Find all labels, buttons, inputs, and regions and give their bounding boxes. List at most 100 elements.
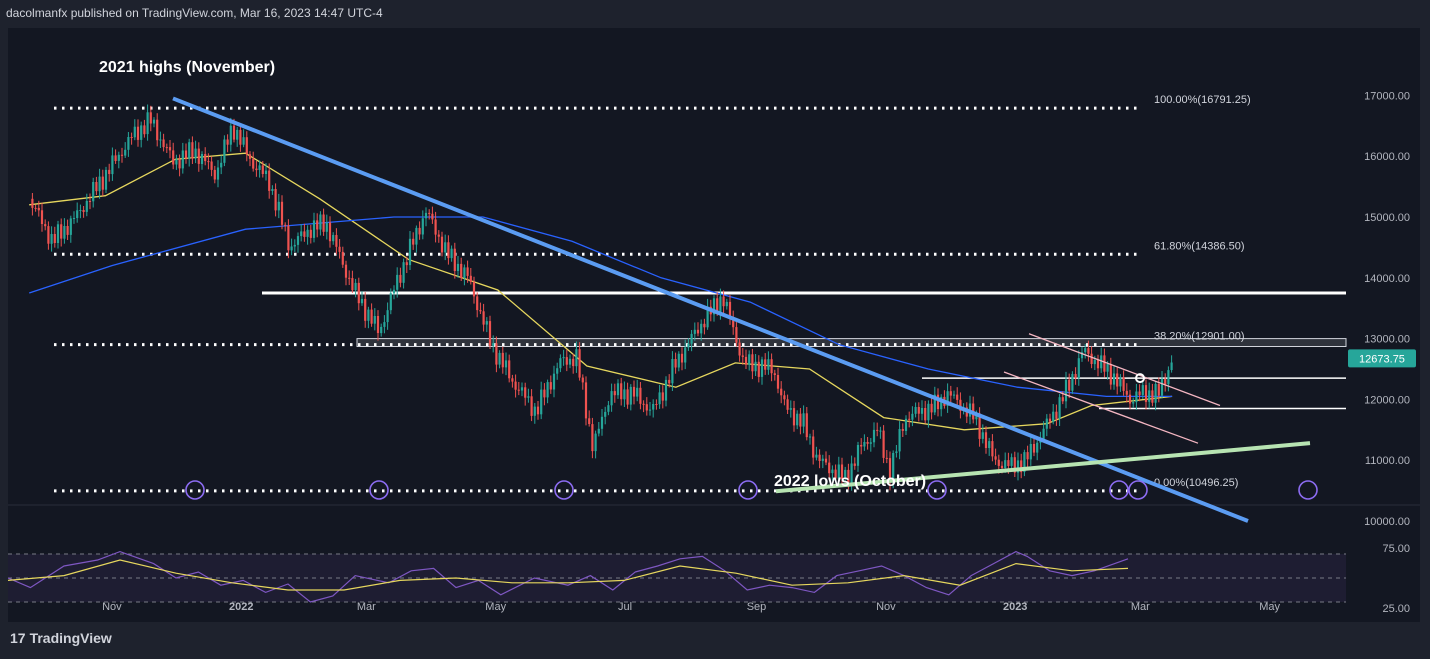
candle-body — [236, 129, 239, 140]
candle-body — [783, 395, 786, 400]
time-axis-label: Nov — [102, 601, 122, 613]
candle-body — [600, 416, 604, 429]
candle-body — [476, 296, 479, 311]
candle-body — [994, 456, 997, 460]
candle-body — [728, 301, 732, 319]
candle-body — [520, 387, 524, 391]
candle-body — [127, 137, 130, 150]
candle-body — [152, 119, 156, 124]
candle-body — [207, 161, 210, 163]
candle-body — [316, 220, 319, 230]
candle-body — [1135, 391, 1138, 403]
economic-event-icon — [1298, 480, 1318, 500]
candle-body — [466, 267, 469, 276]
candle-body — [357, 282, 360, 304]
candle-body — [770, 359, 773, 374]
candle-body — [165, 147, 168, 149]
candle-body — [648, 409, 652, 411]
candle-body — [447, 242, 450, 259]
economic-event-icon — [185, 480, 205, 500]
candle-body — [604, 411, 607, 417]
candle-body — [780, 388, 783, 396]
candle-body — [1160, 378, 1164, 396]
time-axis-label: 2022 — [229, 601, 253, 613]
candle-body — [543, 389, 546, 398]
candle-body — [632, 386, 636, 397]
candle-body — [751, 354, 754, 372]
candle-body — [722, 296, 725, 307]
candle-body — [597, 428, 600, 434]
candle-body — [956, 394, 959, 400]
candle-body — [50, 234, 53, 244]
candle-body — [1128, 394, 1132, 404]
fib-level-label: 100.00%(16791.25) — [1154, 94, 1251, 106]
candle-body — [684, 347, 687, 363]
price-tick-label: 12000.00 — [1364, 394, 1410, 406]
candle-body — [581, 377, 584, 383]
candle-body — [706, 306, 709, 328]
candle-body — [389, 293, 392, 311]
candle-body — [191, 142, 194, 159]
candle-body — [997, 459, 1000, 466]
channel-lower-line — [1003, 371, 1199, 444]
candle-body — [1029, 444, 1032, 460]
candle-body — [661, 392, 664, 401]
candle-body — [876, 429, 879, 431]
rsi-signal-line — [8, 559, 1129, 591]
candle-body — [303, 231, 306, 237]
candle-body — [1084, 348, 1087, 353]
candle-body — [495, 343, 498, 365]
candle-body — [511, 378, 514, 382]
candle-body — [920, 408, 924, 414]
candle-body — [696, 329, 700, 334]
candle-body — [252, 158, 255, 169]
candle-body — [373, 316, 376, 324]
candle-body — [1122, 377, 1125, 391]
candle-body — [514, 381, 517, 390]
candle-body — [888, 458, 892, 483]
candle-body — [1016, 460, 1020, 473]
candle-body — [1052, 411, 1055, 422]
candle-body — [136, 126, 140, 140]
candle-body — [847, 469, 850, 483]
candle-body — [799, 413, 802, 427]
candle-body — [428, 212, 431, 214]
candle-body — [354, 282, 357, 291]
candle-body — [168, 147, 172, 151]
candle-body — [60, 224, 63, 239]
candle-body — [194, 148, 197, 159]
candle-body — [933, 394, 936, 413]
candle-body — [69, 218, 72, 235]
candle-body — [1154, 384, 1157, 403]
chart-panel[interactable]: 17000.00 16000.00 15000.00 14000.00 13000.00… — [8, 28, 1420, 622]
candle-body — [1170, 362, 1173, 370]
candle-body — [444, 242, 447, 253]
chart-canvas[interactable]: 17000.00 16000.00 15000.00 14000.00 13000.00… — [8, 28, 1420, 622]
tradingview-brand[interactable]: 17 TradingView — [10, 630, 112, 646]
candle-body — [264, 170, 268, 174]
candle-body — [120, 154, 124, 156]
candle-body — [456, 263, 460, 271]
candle-body — [952, 394, 956, 396]
fib-level-label: 61.80%(14386.50) — [1154, 240, 1245, 252]
candle-body — [927, 403, 930, 421]
candle-body — [517, 389, 520, 391]
candle-body — [1096, 359, 1100, 369]
candle-body — [1010, 457, 1013, 466]
candle-body — [1112, 373, 1116, 385]
candle-body — [1061, 397, 1064, 402]
candle-body — [594, 433, 597, 452]
time-axis-label: Jul — [618, 601, 632, 613]
candle-body — [524, 387, 527, 398]
candle-body — [620, 383, 623, 400]
candle-body — [1164, 378, 1167, 385]
candle-body — [808, 436, 812, 438]
candle-body — [1148, 390, 1151, 402]
candle-body — [367, 309, 370, 321]
candle-body — [655, 404, 658, 405]
candle-body — [748, 354, 751, 365]
candle-body — [924, 408, 927, 421]
candle-body — [98, 176, 101, 192]
candle-body — [239, 129, 242, 145]
candle-body — [437, 234, 440, 237]
